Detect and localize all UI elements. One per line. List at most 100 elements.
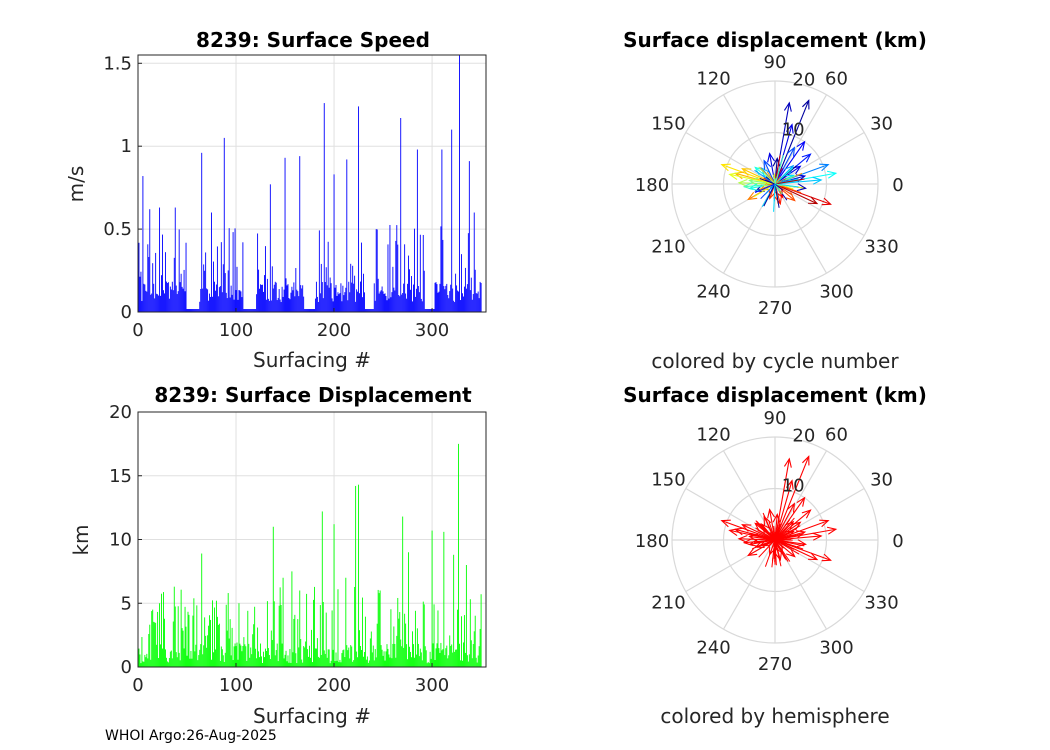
bar: [403, 283, 405, 312]
bar: [378, 593, 380, 667]
bar: [163, 290, 164, 312]
bar: [232, 659, 234, 667]
displacement-vector: [729, 173, 776, 185]
bar: [163, 592, 164, 667]
polar-hemisphere-grid: [671, 436, 879, 644]
bar: [343, 295, 345, 312]
displacement-xlabel: Surfacing #: [253, 704, 371, 728]
bar: [185, 242, 187, 312]
polar-cycle-panel: Surface displacement (km) 0 30 60 90 120 150 1…: [623, 28, 927, 373]
bar: [408, 552, 410, 667]
displacement-ticks: 0 100 200 300 0 5 10 15 20: [109, 402, 449, 696]
bar: [413, 644, 414, 667]
bar: [344, 292, 346, 312]
bar: [250, 309, 252, 312]
bar: [398, 295, 400, 312]
bar: [348, 647, 350, 667]
vector-arrowhead: [741, 168, 752, 176]
displacement-vector: [774, 539, 789, 562]
bar: [480, 282, 482, 312]
bar: [454, 302, 456, 312]
vector-arrowhead: [774, 194, 783, 206]
bar: [360, 281, 361, 312]
bar: [333, 524, 335, 667]
bar: [401, 294, 403, 312]
bar: [470, 640, 472, 667]
bar: [168, 657, 170, 667]
polar-spoke: [774, 183, 828, 274]
bar: [319, 605, 321, 667]
bar: [441, 650, 443, 667]
bar: [409, 269, 410, 312]
angle-label: 180: [635, 531, 669, 552]
bar: [254, 606, 256, 667]
bar: [305, 641, 307, 667]
displacement-vector: [755, 527, 776, 541]
angle-label: 240: [696, 282, 730, 303]
bar: [465, 565, 467, 667]
bar: [362, 297, 363, 312]
bar: [386, 300, 388, 312]
displacement-vector: [750, 532, 776, 541]
bar: [160, 295, 161, 312]
bar: [186, 655, 188, 667]
bar: [262, 284, 263, 312]
bar: [457, 609, 459, 667]
polar-hemisphere-labels: 0 30 60 90 120 150 180 210 240 270 300 330 10 20: [635, 408, 904, 675]
bar: [364, 616, 366, 667]
bar: [371, 652, 373, 667]
bar: [293, 282, 295, 312]
bar: [368, 660, 370, 667]
bar: [397, 244, 399, 312]
bar: [289, 648, 291, 667]
bar: [147, 658, 149, 667]
bar: [274, 281, 276, 312]
bar: [295, 653, 297, 667]
polar-cycle-subtitle: colored by cycle number: [651, 349, 899, 373]
bar: [181, 628, 183, 667]
bar: [296, 663, 298, 667]
y-tick-label: 0.5: [103, 219, 132, 240]
bar: [425, 650, 427, 667]
angle-label: 90: [764, 408, 787, 429]
bar: [257, 627, 259, 667]
bar: [435, 282, 437, 312]
bar: [190, 309, 192, 312]
bar: [404, 613, 406, 667]
vector-arrowhead: [812, 176, 823, 185]
bar: [206, 288, 208, 312]
bar: [330, 660, 332, 667]
bar: [355, 485, 357, 667]
bar: [406, 644, 408, 667]
bar: [348, 281, 350, 312]
bar: [292, 652, 294, 667]
bar: [343, 649, 345, 667]
bar: [198, 655, 200, 667]
displacement-vector: [774, 534, 795, 541]
displacement-vector: [763, 183, 776, 207]
bar: [280, 604, 282, 667]
bar: [169, 286, 171, 312]
bar: [279, 587, 281, 667]
bar: [459, 55, 460, 312]
bar: [449, 291, 451, 312]
bar: [178, 652, 180, 667]
bar: [150, 294, 152, 312]
angle-label: 120: [696, 68, 730, 89]
bar: [145, 657, 147, 667]
bar: [377, 589, 379, 667]
bar: [412, 301, 413, 312]
displacement-vector: [774, 183, 818, 205]
x-tick-label: 300: [415, 320, 449, 341]
bar: [246, 660, 248, 667]
bar: [334, 287, 336, 312]
bar: [347, 650, 349, 667]
bar: [423, 604, 425, 667]
bar: [428, 309, 430, 312]
bar: [298, 647, 300, 667]
bar: [277, 297, 279, 312]
bar: [335, 652, 337, 667]
bar: [307, 649, 309, 667]
bar: [310, 657, 311, 667]
bar: [176, 657, 178, 667]
